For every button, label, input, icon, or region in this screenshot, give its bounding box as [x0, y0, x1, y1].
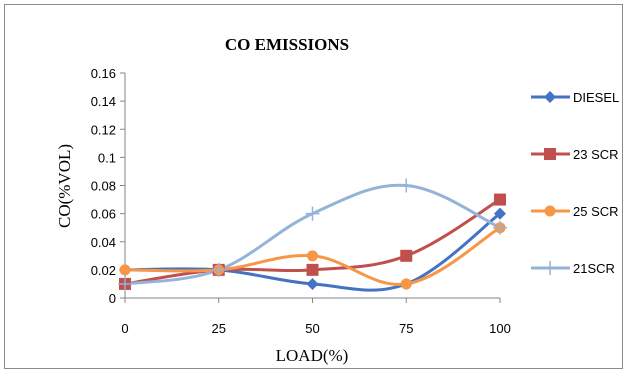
y-tick-label: 0.1 [98, 150, 116, 165]
x-tick-label: 100 [489, 321, 511, 336]
y-tick-label: 0.06 [91, 207, 116, 222]
data-point-diesel [306, 277, 319, 290]
legend-label-21scr: 21SCR [573, 261, 615, 276]
data-point-23-scr [494, 193, 506, 206]
data-point-25-scr [119, 264, 131, 276]
legend-label-23-scr: 23 SCR [573, 147, 619, 162]
x-tick-label: 0 [121, 321, 128, 336]
y-tick-label: 0.08 [91, 179, 116, 194]
y-tick-label: 0 [109, 291, 116, 306]
legend-marker-diesel [544, 91, 556, 103]
data-point-diesel [494, 207, 506, 220]
legend: DIESEL 23 SCR 25 SCR 21SCR [531, 90, 619, 276]
axes: 0 0.02 0.04 0.06 0.08 0.1 0.12 0.14 0.16 0 25 50 75 1… [91, 66, 511, 336]
data-point-21scr [211, 262, 226, 277]
series-markers [118, 178, 507, 291]
legend-marker-21scr [543, 261, 557, 275]
data-point-21scr [493, 220, 507, 235]
data-point-21scr [118, 276, 132, 291]
y-tick-label: 0.16 [91, 66, 116, 81]
x-tick-label: 50 [305, 321, 319, 336]
y-tick-label: 0.04 [91, 235, 116, 250]
legend-marker-23-scr [544, 148, 556, 160]
legend-label-25-scr: 25 SCR [573, 204, 619, 219]
data-point-23-scr [400, 249, 413, 262]
legend-marker-25-scr [544, 205, 556, 217]
chart-frame [4, 4, 623, 369]
data-point-21scr [305, 206, 320, 221]
data-point-25-scr [400, 278, 412, 290]
data-point-23-scr [306, 263, 319, 276]
y-tick-label: 0.02 [91, 263, 116, 278]
legend-label-diesel: DIESEL [573, 90, 619, 105]
data-point-21scr [399, 178, 414, 193]
y-axis-title: CO(%VOL) [55, 144, 74, 228]
x-tick-label: 75 [399, 321, 413, 336]
chart-title: CO EMISSIONS [225, 35, 349, 54]
y-tick-label: 0.12 [91, 122, 116, 137]
x-axis-title: LOAD(%) [276, 346, 349, 365]
y-tick-label: 0.14 [91, 94, 116, 109]
data-point-25-scr [307, 250, 318, 262]
x-tick-label: 25 [212, 321, 226, 336]
